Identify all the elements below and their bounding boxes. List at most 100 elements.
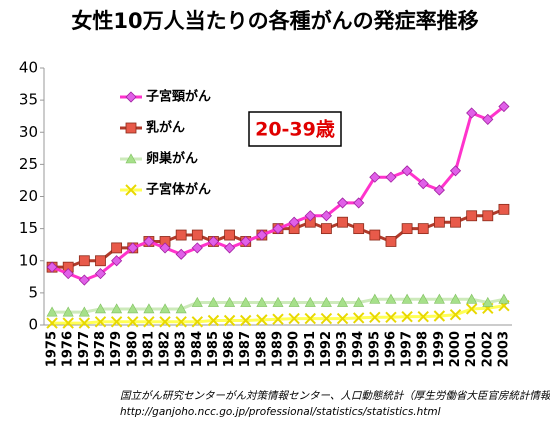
marker <box>111 242 123 254</box>
x-tick-label: 1998 <box>416 331 431 367</box>
marker <box>449 309 462 321</box>
x-tick-label: 1997 <box>400 331 415 367</box>
marker <box>385 171 397 183</box>
x-tick-label: 1982 <box>158 331 173 367</box>
marker <box>159 303 171 314</box>
y-tick-label: 25 <box>19 155 38 173</box>
marker <box>401 310 413 323</box>
marker <box>433 310 446 322</box>
annotation: 20-39歳 <box>255 119 335 141</box>
marker <box>224 229 235 241</box>
marker <box>465 303 478 315</box>
marker <box>321 223 332 235</box>
marker <box>111 255 123 267</box>
marker <box>417 178 429 190</box>
x-tick-label: 1976 <box>61 331 76 367</box>
marker <box>175 248 187 260</box>
x-tick-label: 2001 <box>464 331 479 367</box>
marker <box>94 303 106 314</box>
x-tick-label: 1981 <box>141 331 156 367</box>
x-tick-label: 1980 <box>125 331 140 367</box>
marker <box>433 216 445 228</box>
y-tick-label: 10 <box>19 251 38 269</box>
marker <box>385 311 397 323</box>
legend-marker <box>125 184 137 196</box>
x-tick-label: 1992 <box>319 331 334 367</box>
x-tick-label: 2002 <box>480 331 495 367</box>
x-tick-label: 1989 <box>271 331 286 367</box>
marker <box>352 312 365 324</box>
marker <box>450 216 461 228</box>
marker <box>272 296 284 307</box>
x-tick-label: 1983 <box>174 331 189 367</box>
marker <box>46 306 58 317</box>
marker <box>466 107 478 119</box>
x-tick-label: 1990 <box>287 331 302 367</box>
marker <box>304 210 316 222</box>
marker <box>272 223 284 235</box>
marker <box>224 296 236 307</box>
marker <box>207 296 219 307</box>
marker <box>417 223 429 235</box>
marker <box>433 184 445 196</box>
marker <box>369 229 381 241</box>
marker <box>337 296 349 307</box>
x-tick-label: 1985 <box>206 331 221 367</box>
x-tick-label: 1979 <box>109 331 124 367</box>
legend-label: 子宮体がん <box>146 182 211 198</box>
marker <box>62 317 74 329</box>
marker <box>224 242 236 254</box>
y-tick-label: 0 <box>28 316 38 334</box>
marker <box>95 255 106 267</box>
x-tick-label: 1988 <box>254 331 269 367</box>
marker <box>417 293 429 304</box>
marker <box>191 242 203 254</box>
annotation-box <box>248 111 342 147</box>
marker <box>498 100 510 113</box>
marker <box>46 261 58 273</box>
marker <box>336 312 349 325</box>
x-tick-label: 1984 <box>190 331 205 367</box>
marker <box>207 235 220 248</box>
marker <box>353 223 365 235</box>
marker <box>320 210 332 222</box>
x-tick-label: 1986 <box>222 331 237 367</box>
marker <box>175 316 187 328</box>
marker <box>46 317 58 329</box>
marker <box>143 316 155 328</box>
x-tick-label: 1996 <box>383 331 398 367</box>
x-tick-label: 1987 <box>238 331 253 367</box>
y-tick-label: 40 <box>19 59 38 77</box>
marker <box>78 274 90 286</box>
x-tick-label: 2000 <box>448 331 463 367</box>
legend-marker <box>125 153 137 164</box>
marker <box>111 303 123 314</box>
x-tick-label: 1978 <box>93 331 108 367</box>
marker <box>240 235 252 248</box>
chart-title: 女性10万人当たりの各種がんの発症率推移 <box>71 9 478 33</box>
marker <box>272 313 284 325</box>
legend-marker <box>125 122 137 134</box>
x-tick-label: 1995 <box>367 331 382 367</box>
marker <box>175 229 187 241</box>
y-tick-label: 35 <box>19 91 38 109</box>
legend-label: 卵巣がん <box>146 151 198 167</box>
x-tick-label: 1993 <box>335 331 350 367</box>
marker <box>94 268 107 280</box>
marker <box>369 171 381 183</box>
marker <box>223 314 236 327</box>
marker <box>353 296 365 307</box>
marker <box>482 210 494 222</box>
marker <box>353 197 365 209</box>
marker <box>304 312 316 325</box>
marker <box>175 303 187 314</box>
x-tick-label: 1994 <box>351 331 366 367</box>
marker <box>337 216 348 228</box>
marker <box>240 314 252 327</box>
marker <box>110 316 123 328</box>
y-tick-label: 20 <box>19 187 38 205</box>
marker <box>369 311 381 323</box>
marker <box>62 306 74 317</box>
marker <box>288 312 300 325</box>
